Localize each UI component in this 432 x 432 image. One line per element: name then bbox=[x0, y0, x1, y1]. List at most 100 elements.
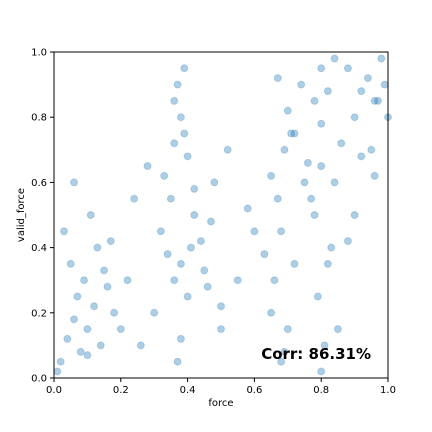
scatter-point bbox=[166, 194, 175, 203]
scatter-point bbox=[100, 266, 109, 275]
scatter-point bbox=[277, 357, 286, 366]
scatter-point bbox=[317, 162, 326, 171]
scatter-point bbox=[280, 145, 289, 154]
scatter-point bbox=[307, 194, 316, 203]
scatter-point bbox=[106, 237, 115, 246]
scatter-point bbox=[63, 334, 72, 343]
scatter-point bbox=[370, 171, 379, 180]
y-tick-label: 0.6 bbox=[31, 178, 47, 189]
scatter-point bbox=[337, 139, 346, 148]
scatter-point bbox=[297, 80, 306, 89]
scatter-point bbox=[203, 282, 212, 291]
scatter-point bbox=[377, 54, 386, 63]
y-tick-label: 1.0 bbox=[31, 48, 47, 59]
scatter-point bbox=[136, 341, 145, 350]
scatter-point bbox=[103, 282, 112, 291]
scatter-point bbox=[83, 325, 92, 334]
scatter-point bbox=[267, 308, 276, 317]
scatter-point bbox=[217, 302, 225, 311]
scatter-point bbox=[180, 129, 189, 138]
scatter-point bbox=[210, 178, 219, 187]
scatter-point bbox=[196, 237, 205, 246]
scatter-point bbox=[290, 259, 299, 268]
scatter-point bbox=[83, 351, 92, 360]
scatter-point bbox=[327, 243, 336, 252]
scatter-point bbox=[217, 325, 225, 334]
y-axis-ticks: 0.0 0.2 0.4 0.6 0.8 1.0 bbox=[31, 48, 54, 385]
scatter-point bbox=[380, 80, 389, 89]
scatter-point bbox=[283, 106, 292, 115]
y-tick-label: 0.2 bbox=[31, 308, 47, 319]
scatter-point bbox=[183, 152, 192, 161]
scatter-point bbox=[130, 194, 139, 203]
scatter-point bbox=[277, 227, 286, 236]
scatter-point bbox=[143, 162, 152, 171]
scatter-point bbox=[173, 80, 182, 89]
scatter-point bbox=[176, 334, 185, 343]
y-tick-label: 0.0 bbox=[31, 374, 47, 385]
scatter-point bbox=[183, 292, 192, 301]
scatter-point bbox=[280, 347, 289, 356]
scatter-point bbox=[170, 139, 179, 148]
x-tick-label: 0.6 bbox=[246, 385, 262, 396]
scatter-point bbox=[350, 113, 359, 122]
scatter-point bbox=[363, 74, 372, 83]
scatter-point bbox=[323, 259, 332, 268]
scatter-point bbox=[357, 152, 366, 161]
scatter-point bbox=[190, 211, 199, 219]
scatter-point bbox=[283, 325, 292, 334]
scatter-point bbox=[186, 243, 195, 252]
scatter-point bbox=[350, 211, 359, 219]
scatter-point bbox=[323, 87, 332, 96]
x-tick-label: 0.4 bbox=[180, 385, 196, 396]
scatter-point bbox=[330, 54, 339, 63]
scatter-point bbox=[170, 96, 179, 105]
scatter-point bbox=[287, 129, 296, 138]
scatter-point bbox=[313, 292, 322, 301]
scatter-point bbox=[343, 237, 352, 246]
scatter-point bbox=[317, 367, 326, 376]
scatter-point bbox=[86, 211, 95, 219]
scatter-point bbox=[156, 227, 165, 236]
scatter-point bbox=[370, 96, 379, 105]
scatter-point bbox=[317, 64, 326, 73]
scatter-point bbox=[70, 315, 79, 324]
scatter-point bbox=[80, 276, 89, 285]
scatter-point bbox=[290, 129, 299, 138]
scatter-point bbox=[343, 64, 352, 73]
scatter-point bbox=[73, 292, 82, 301]
scatter-point bbox=[330, 178, 339, 187]
scatter-point bbox=[270, 276, 279, 285]
x-tick-label: 0.0 bbox=[46, 385, 62, 396]
x-tick-label: 0.8 bbox=[313, 385, 329, 396]
scatter-points bbox=[53, 54, 392, 376]
scatter-point bbox=[150, 308, 159, 317]
scatter-point bbox=[76, 347, 85, 356]
scatter-point bbox=[233, 276, 242, 285]
x-axis-ticks: 0.0 0.2 0.4 0.6 0.8 1.0 bbox=[46, 378, 396, 396]
scatter-point bbox=[123, 276, 132, 285]
y-tick-label: 0.8 bbox=[31, 113, 47, 124]
scatter-point bbox=[357, 87, 366, 96]
scatter-point bbox=[110, 308, 119, 317]
scatter-point bbox=[243, 204, 252, 213]
scatter-point bbox=[96, 341, 105, 350]
scatter-point bbox=[300, 178, 309, 187]
scatter-point bbox=[90, 302, 99, 311]
y-tick-label: 0.4 bbox=[31, 243, 47, 254]
scatter-point bbox=[267, 171, 276, 180]
scatter-point bbox=[180, 64, 189, 73]
scatter-point bbox=[66, 259, 75, 268]
scatter-point bbox=[260, 250, 269, 259]
scatter-point bbox=[206, 217, 215, 226]
scatter-point bbox=[173, 357, 182, 366]
scatter-point bbox=[190, 184, 199, 193]
x-tick-label: 1.0 bbox=[380, 385, 396, 396]
scatter-point bbox=[333, 325, 342, 334]
scatter-point bbox=[53, 367, 62, 376]
plot-area-frame bbox=[53, 51, 389, 379]
scatter-point bbox=[70, 178, 79, 187]
scatter-point bbox=[176, 113, 185, 122]
scatter-point bbox=[176, 259, 185, 268]
scatter-point bbox=[320, 341, 329, 350]
